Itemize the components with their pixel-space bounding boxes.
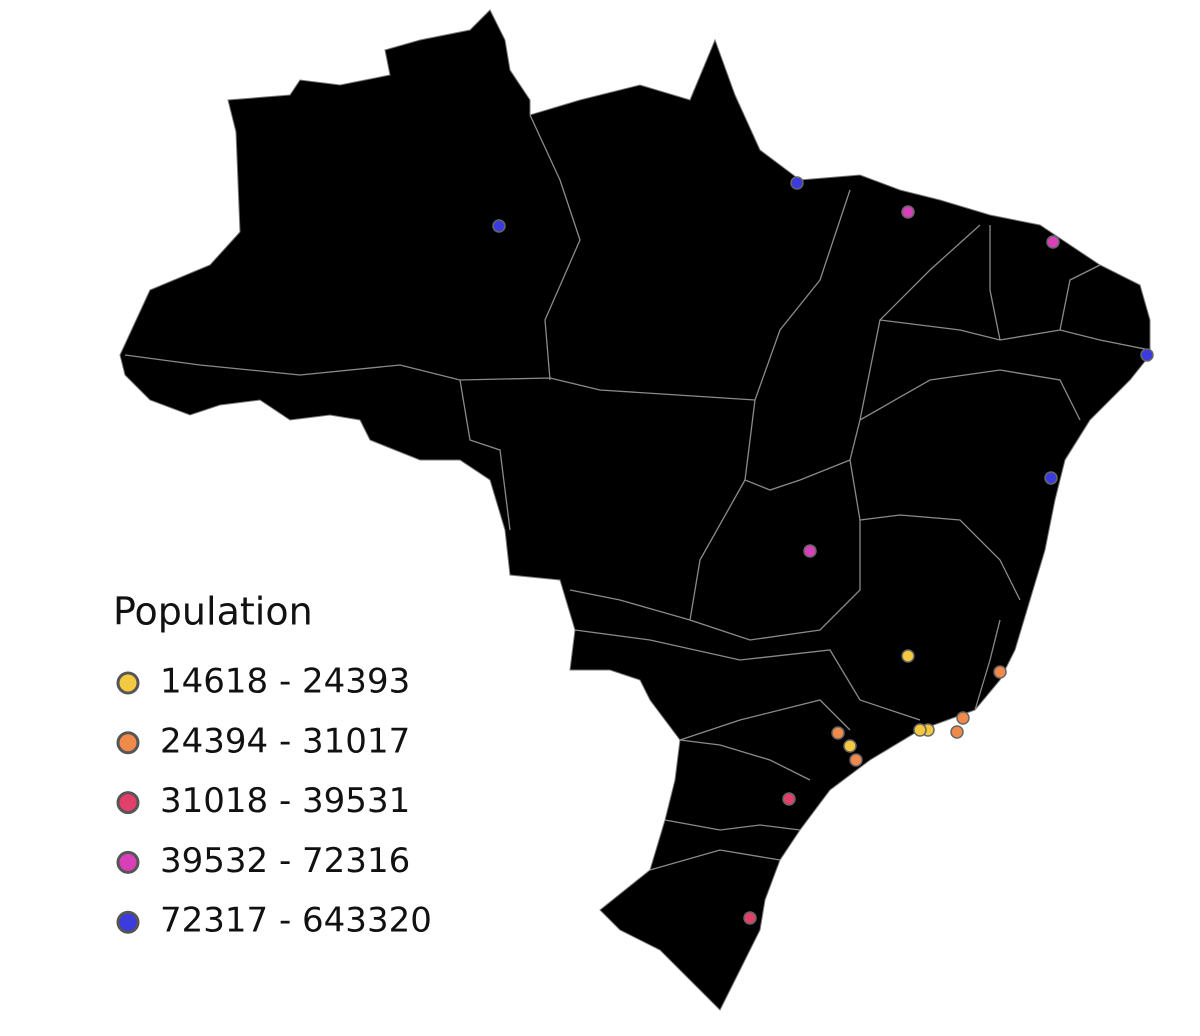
legend-label: 24394 - 31017 — [160, 721, 410, 761]
city-points — [492, 176, 1154, 925]
city-point — [843, 739, 857, 753]
city-point — [1140, 348, 1154, 362]
legend-swatch — [116, 910, 140, 934]
legend-label: 31018 - 39531 — [160, 781, 410, 821]
city-point — [743, 911, 757, 925]
city-point — [993, 665, 1007, 679]
legend-label: 14618 - 24393 — [160, 662, 410, 702]
city-point — [901, 649, 915, 663]
city-point — [901, 205, 915, 219]
city-point — [950, 725, 964, 739]
city-point — [849, 753, 863, 767]
city-point — [492, 219, 506, 233]
city-point — [803, 544, 817, 558]
legend-swatch — [116, 671, 140, 695]
city-point — [956, 711, 970, 725]
legend: 14618 - 24393 24394 - 31017 31018 - 39531 3… — [116, 662, 432, 941]
city-point — [1046, 235, 1060, 249]
legend-swatch — [116, 791, 140, 815]
city-point — [782, 792, 796, 806]
city-point — [1044, 471, 1058, 485]
city-point — [831, 726, 845, 740]
legend-label: 39532 - 72316 — [160, 841, 410, 881]
legend-label: 72317 - 643320 — [160, 901, 432, 941]
country-shape — [119, 9, 1151, 1011]
city-point — [913, 723, 927, 737]
city-point — [790, 176, 804, 190]
legend-title: Population — [113, 590, 313, 634]
state-borders — [124, 114, 1151, 871]
legend-swatch — [116, 850, 140, 874]
legend-swatch — [116, 731, 140, 755]
